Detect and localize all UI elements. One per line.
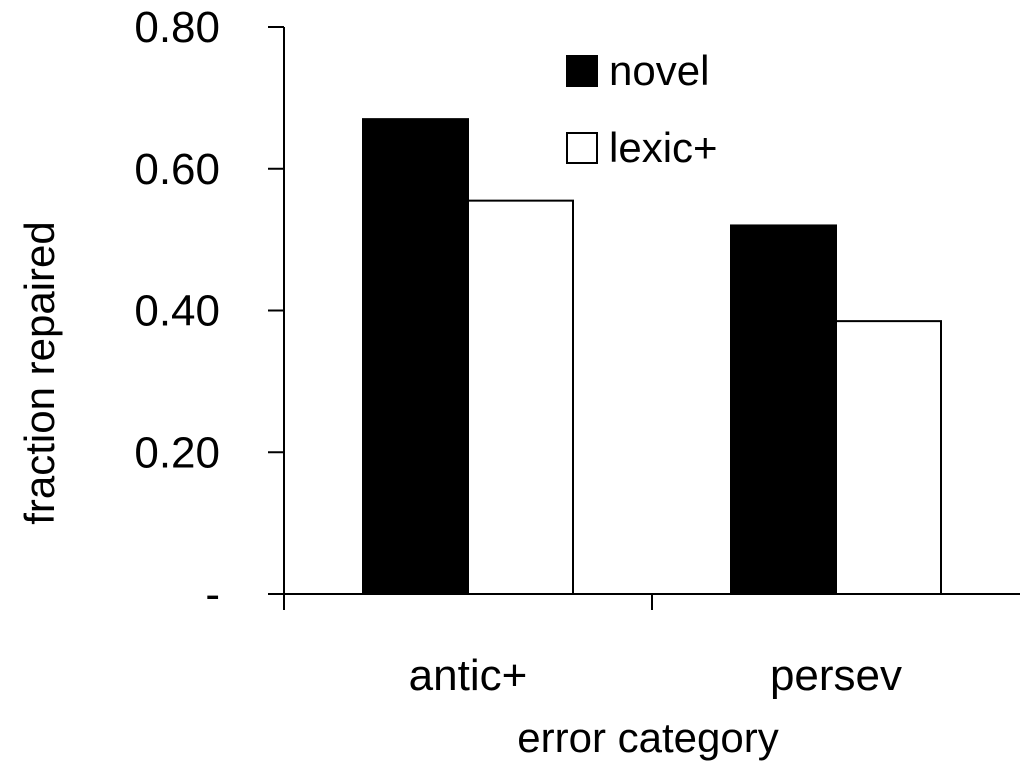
bar-lexic-persev [835,320,942,595]
bars [362,118,942,596]
y-tick-label: - [205,570,220,619]
x-ticks [283,594,653,610]
legend-label: lexic+ [609,124,718,171]
y-tick-label: 0.60 [134,145,220,194]
y-axis-title: fraction repaired [16,221,63,525]
bar-novel-antic [362,118,469,595]
legend-label: novel [609,47,709,94]
category-label: antic+ [409,651,528,700]
legend: novel lexic+ [566,47,718,171]
category-label: persev [770,651,902,700]
y-tick-label: 0.20 [134,428,220,477]
y-ticks: - 0.20 0.40 0.60 0.80 [134,3,284,619]
legend-swatch [566,132,598,164]
legend-swatch [566,55,598,87]
bar-lexic-antic [467,199,574,596]
y-tick-label: 0.40 [134,287,220,336]
x-axis-title: error category [517,714,778,761]
y-tick-label: 0.80 [134,3,220,52]
category-labels: antic+ persev [409,651,902,700]
bar-novel-persev [730,224,837,595]
